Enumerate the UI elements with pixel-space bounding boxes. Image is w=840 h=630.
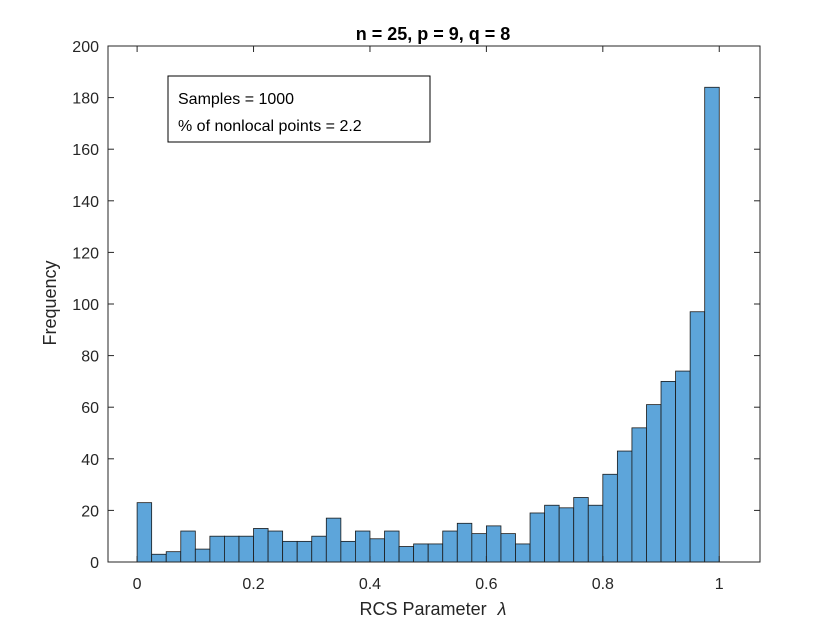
histogram-bar [544, 504, 560, 563]
chart-title: n = 25, p = 9, q = 8 [356, 24, 511, 44]
histogram-bar [602, 473, 618, 563]
y-tick-label: 60 [81, 400, 99, 417]
histogram-bar [238, 535, 254, 563]
x-tick-label: 0 [133, 576, 142, 593]
histogram-bar [311, 535, 327, 563]
y-tick-label: 80 [81, 349, 99, 366]
histogram-bar [704, 86, 720, 563]
histogram-bar [369, 538, 385, 563]
histogram-bar [136, 502, 153, 563]
annotation-line-nonlocal: % of nonlocal points = 2.2 [178, 118, 362, 135]
histogram-bar [151, 553, 167, 563]
histogram-bar [282, 540, 298, 563]
histogram-bar [194, 548, 211, 563]
annotation-line-samples: Samples = 1000 [178, 91, 294, 108]
annotation-frame [167, 75, 431, 143]
x-tick-label: 0.2 [242, 576, 264, 593]
y-tick-label: 0 [90, 555, 99, 572]
histogram-bar [325, 517, 342, 563]
histogram-bar [616, 450, 633, 563]
y-tick-label: 20 [81, 503, 99, 520]
histogram-bar [296, 540, 313, 563]
histogram-bar [384, 530, 400, 563]
histogram-bar [398, 546, 415, 563]
histogram-bar [500, 533, 516, 563]
x-tick-label: 0.8 [592, 576, 614, 593]
y-tick-label: 200 [72, 39, 99, 56]
y-tick-label: 100 [72, 297, 99, 314]
histogram-bar [340, 540, 356, 563]
histogram-bar [267, 530, 284, 563]
x-axis-label-symbol: λ [497, 599, 507, 619]
histogram-bar [253, 528, 269, 563]
y-axis-ticks: 0 20 40 60 80 100 120 140 160 180 200 [72, 39, 760, 572]
histogram-bar [209, 535, 225, 563]
x-tick-label: 1 [715, 576, 724, 593]
histogram-bar [165, 551, 182, 563]
histogram-bar [689, 311, 706, 563]
histogram-bar [529, 512, 546, 563]
annotation-box: Samples = 1000 % of nonlocal points = 2.… [167, 75, 431, 143]
histogram-bar [442, 530, 458, 563]
histogram-bar [646, 404, 662, 563]
histogram-bar [573, 497, 589, 563]
histogram-bar [675, 370, 691, 563]
x-axis-ticks: 0 0.2 0.4 0.6 0.8 1 [133, 46, 724, 593]
histogram-bar [180, 530, 196, 563]
y-tick-label: 140 [72, 194, 99, 211]
histogram-bar [631, 427, 647, 563]
y-tick-label: 120 [72, 245, 99, 262]
x-axis-label: RCS Parameter λ [360, 599, 507, 619]
x-axis-label-text: RCS Parameter [360, 599, 487, 619]
histogram-bar [558, 507, 575, 563]
histogram-bar [224, 535, 240, 563]
histogram-bar [456, 522, 473, 563]
y-tick-label: 180 [72, 91, 99, 108]
histogram-bar [355, 530, 371, 563]
y-tick-label: 40 [81, 452, 99, 469]
histogram-bar [515, 543, 531, 563]
y-axis-label: Frequency [40, 260, 60, 345]
histogram-bar [587, 504, 604, 563]
x-tick-label: 0.4 [359, 576, 381, 593]
histogram-bar [427, 543, 444, 563]
histogram-bars [136, 86, 720, 563]
histogram-bar [660, 380, 676, 563]
y-tick-label: 160 [72, 142, 99, 159]
histogram-bar [485, 525, 502, 563]
x-tick-label: 0.6 [475, 576, 497, 593]
histogram-bar [471, 533, 487, 563]
histogram-bar [413, 543, 429, 563]
